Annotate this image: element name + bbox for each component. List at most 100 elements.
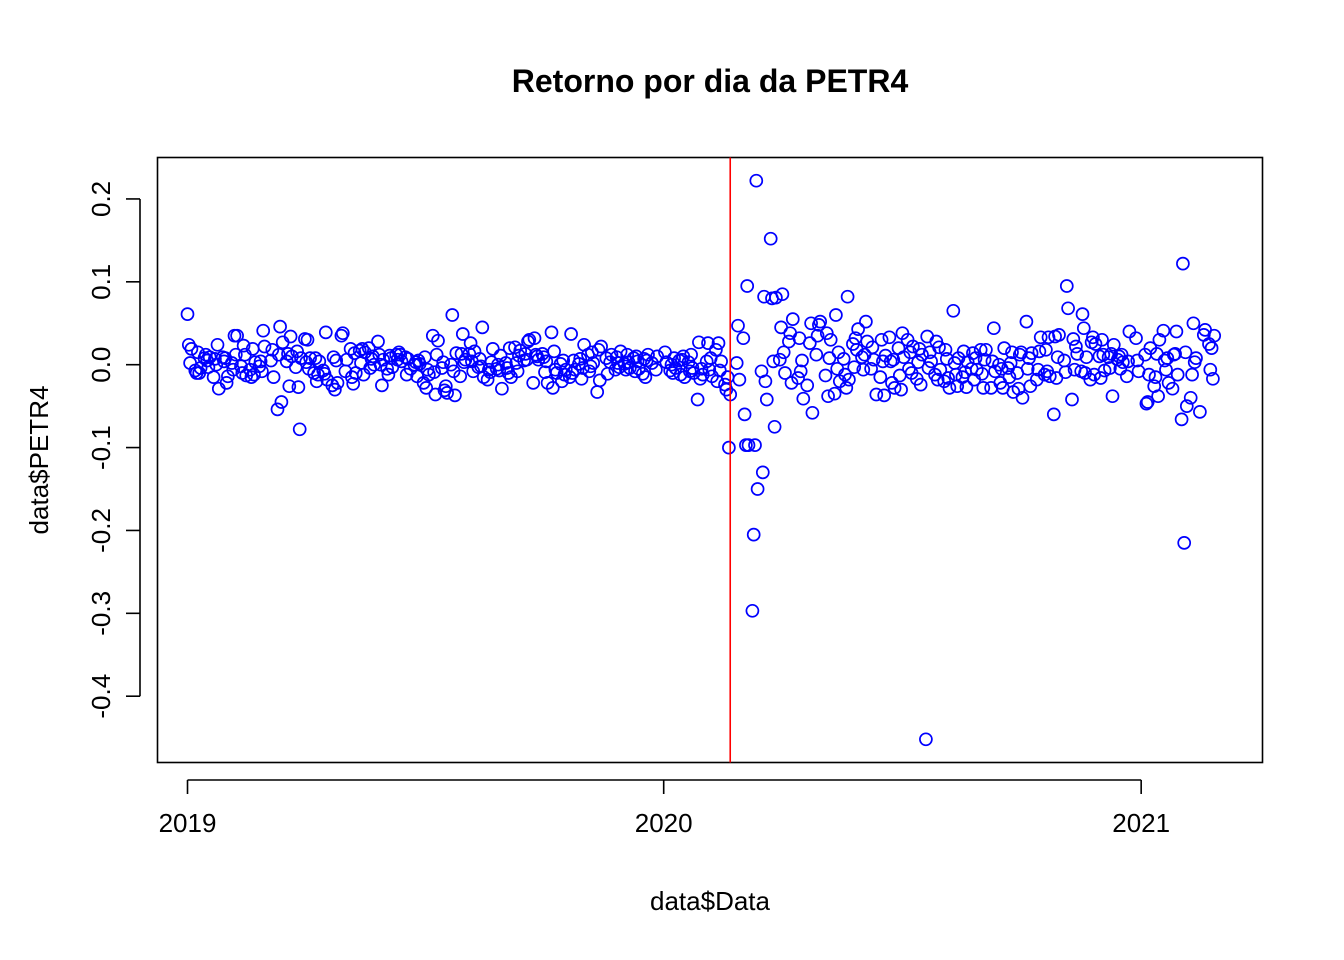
data-point [823, 332, 838, 347]
data-point [887, 381, 902, 395]
data-point [802, 336, 817, 350]
data-point [1101, 350, 1116, 365]
data-point [1140, 395, 1155, 409]
data-point [620, 347, 635, 362]
data-point [938, 342, 953, 357]
data-point [795, 353, 809, 368]
data-point [821, 389, 835, 404]
data-point [894, 382, 908, 397]
x-axis-label: data$Data [650, 886, 771, 916]
data-point [282, 379, 297, 394]
data-point [847, 360, 862, 375]
chart-title: Retorno por dia da PETR4 [512, 63, 909, 99]
data-point [328, 382, 342, 397]
data-point [1069, 339, 1083, 354]
data-point [626, 351, 641, 365]
y-tick-label: 0.2 [86, 181, 116, 217]
data-point [690, 392, 705, 407]
data-point [745, 603, 760, 618]
data-point [184, 342, 199, 356]
data-point [988, 364, 1002, 379]
data-point [266, 370, 281, 384]
data-point [291, 380, 306, 394]
data-point [573, 352, 588, 366]
data-point [1186, 316, 1201, 331]
data-point [1174, 412, 1189, 427]
data-point [1151, 389, 1165, 404]
data-point [941, 371, 955, 385]
data-point [545, 381, 560, 395]
data-point [740, 279, 755, 293]
data-point [1139, 396, 1154, 411]
data-point [436, 355, 451, 370]
data-point [1206, 371, 1220, 386]
data-point [419, 381, 434, 395]
data-point [1169, 324, 1184, 339]
data-point [1015, 390, 1030, 405]
data-point [1203, 362, 1218, 377]
data-point [206, 370, 221, 384]
data-point [1003, 356, 1018, 370]
data-point [736, 331, 751, 346]
data-point [859, 314, 873, 329]
data-point [253, 354, 268, 369]
x-axis: 2019 2020 2021 [159, 779, 1170, 838]
data-point [720, 370, 735, 384]
data-point [394, 354, 409, 369]
data-point [444, 357, 458, 372]
data-point [842, 372, 856, 387]
data-point [475, 320, 490, 335]
data-point [932, 340, 946, 355]
data-point [445, 308, 460, 322]
data-point [1168, 347, 1182, 361]
data-point [805, 405, 820, 420]
data-point [510, 364, 525, 379]
data-point [986, 321, 1001, 336]
data-point [874, 332, 889, 347]
data-point [1023, 379, 1038, 394]
data-point [527, 331, 542, 346]
data-point [785, 312, 800, 326]
data-point [1179, 399, 1194, 413]
data-point [375, 378, 389, 393]
data-point [1121, 354, 1135, 369]
data-point [526, 376, 541, 390]
data-point [590, 385, 605, 399]
data-point [1066, 332, 1081, 346]
data-point [1165, 381, 1180, 396]
data-point [335, 326, 350, 341]
data-point [483, 365, 498, 380]
data-point [711, 336, 726, 350]
data-point [864, 361, 878, 376]
data-point [1160, 351, 1175, 365]
data-point [236, 338, 251, 353]
data-point [783, 326, 798, 341]
y-tick-label: -0.3 [86, 591, 116, 636]
data-point [1177, 536, 1192, 550]
data-point [498, 356, 513, 370]
data-point [748, 438, 762, 452]
data-point [746, 527, 761, 542]
data-point [840, 289, 855, 304]
data-point [1033, 330, 1048, 345]
data-point [495, 381, 509, 396]
data-point [800, 378, 815, 393]
data-point [873, 370, 888, 384]
data-point [1075, 307, 1090, 321]
data-point [273, 319, 287, 334]
data-point [804, 316, 818, 331]
data-point [1204, 341, 1219, 355]
data-point [869, 387, 884, 402]
points-layer [180, 173, 1222, 747]
data-point [630, 354, 645, 369]
data-point [574, 371, 589, 386]
data-point [1059, 279, 1074, 293]
data-point [1076, 321, 1091, 336]
y-axis-label: data$PETR4 [24, 386, 54, 535]
data-point [1039, 342, 1053, 357]
data-point [1152, 332, 1167, 347]
data-point [449, 346, 464, 360]
data-point [714, 354, 728, 369]
data-point [1148, 370, 1163, 384]
data-point [502, 341, 517, 355]
